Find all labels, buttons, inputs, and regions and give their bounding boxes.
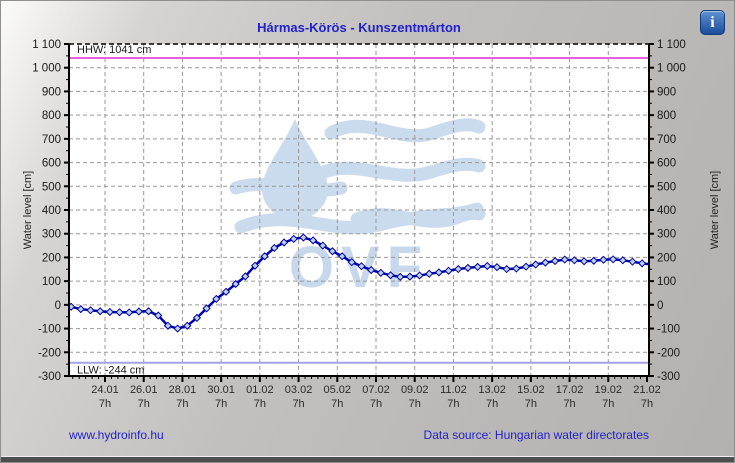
svg-text:300: 300 xyxy=(42,229,61,241)
svg-text:700: 700 xyxy=(42,134,61,146)
y-axis-title-left: Water level [cm] xyxy=(22,171,34,249)
svg-text:1 000: 1 000 xyxy=(32,63,61,75)
svg-text:7h: 7h xyxy=(292,398,304,410)
svg-text:24.01: 24.01 xyxy=(91,384,119,396)
svg-text:01.02: 01.02 xyxy=(246,384,274,396)
svg-text:7h: 7h xyxy=(138,398,150,410)
svg-text:800: 800 xyxy=(657,110,676,122)
svg-text:200: 200 xyxy=(657,252,676,264)
svg-text:1 000: 1 000 xyxy=(657,63,686,75)
info-icon[interactable]: i xyxy=(700,10,725,35)
svg-text:7h: 7h xyxy=(525,398,537,410)
svg-text:-100: -100 xyxy=(657,324,680,336)
llw-label: LLW: -244 cm xyxy=(77,365,144,377)
svg-text:600: 600 xyxy=(657,158,676,170)
svg-text:600: 600 xyxy=(42,158,61,170)
svg-text:7h: 7h xyxy=(254,398,266,410)
svg-text:21.02: 21.02 xyxy=(633,384,661,396)
hydroinfo-link[interactable]: www.hydroinfo.hu xyxy=(69,428,164,442)
svg-text:7h: 7h xyxy=(447,398,459,410)
svg-text:100: 100 xyxy=(657,276,676,288)
water-level-chart: OVF HHW: 1041 cm LLW: -244 cm 1 100 1 100 1 0… xyxy=(22,39,721,410)
svg-text:7h: 7h xyxy=(602,398,614,410)
svg-text:400: 400 xyxy=(657,205,676,217)
svg-text:11.02: 11.02 xyxy=(440,384,467,396)
data-source-text: Data source: Hungarian water directorate… xyxy=(423,428,649,442)
svg-text:-100: -100 xyxy=(38,324,61,336)
y-axis-title-right: Water level [cm] xyxy=(709,171,721,249)
svg-text:7h: 7h xyxy=(370,398,382,410)
svg-text:400: 400 xyxy=(42,205,61,217)
footer: www.hydroinfo.hu Data source: Hungarian … xyxy=(69,428,649,442)
ovf-watermark: OVF xyxy=(229,118,486,300)
y-axis-ticks: 1 100 1 100 1 000 1 000 900 900 800 800 700 700 60… xyxy=(32,39,686,383)
svg-text:7h: 7h xyxy=(486,398,498,410)
svg-text:200: 200 xyxy=(42,252,61,264)
window-bottom-edge xyxy=(1,456,734,462)
svg-text:7h: 7h xyxy=(563,398,575,410)
svg-text:-300: -300 xyxy=(657,371,680,383)
svg-text:15.02: 15.02 xyxy=(517,384,545,396)
svg-text:17.02: 17.02 xyxy=(556,384,584,396)
svg-text:300: 300 xyxy=(657,229,676,241)
page-title: Hármas-Körös - Kunszentmárton xyxy=(257,20,461,35)
svg-text:7h: 7h xyxy=(215,398,227,410)
svg-text:7h: 7h xyxy=(331,398,343,410)
svg-text:1 100: 1 100 xyxy=(32,39,61,51)
svg-text:-300: -300 xyxy=(38,371,61,383)
svg-text:19.02: 19.02 xyxy=(595,384,623,396)
svg-text:100: 100 xyxy=(42,276,61,288)
x-axis-ticks: 24.01 7h 26.01 7h 28.01 7h 30.01 7h 01.02 7h 03.02… xyxy=(72,376,661,410)
svg-text:7h: 7h xyxy=(409,398,421,410)
info-icon-glyph: i xyxy=(710,13,715,31)
svg-text:-200: -200 xyxy=(657,347,680,359)
svg-text:500: 500 xyxy=(42,181,61,193)
svg-text:-200: -200 xyxy=(38,347,61,359)
svg-text:500: 500 xyxy=(657,181,676,193)
svg-text:7h: 7h xyxy=(641,398,653,410)
svg-text:26.01: 26.01 xyxy=(130,384,158,396)
hhw-label: HHW: 1041 cm xyxy=(77,44,151,56)
svg-text:900: 900 xyxy=(657,86,676,98)
gridlines xyxy=(69,44,649,376)
svg-text:05.02: 05.02 xyxy=(324,384,352,396)
svg-text:13.02: 13.02 xyxy=(478,384,506,396)
svg-text:28.01: 28.01 xyxy=(169,384,197,396)
svg-text:0: 0 xyxy=(657,300,663,312)
svg-text:1 100: 1 100 xyxy=(657,39,686,51)
svg-text:09.02: 09.02 xyxy=(401,384,429,396)
svg-text:0: 0 xyxy=(55,300,61,312)
svg-text:30.01: 30.01 xyxy=(207,384,235,396)
svg-text:800: 800 xyxy=(42,110,61,122)
svg-text:700: 700 xyxy=(657,134,676,146)
svg-text:7h: 7h xyxy=(176,398,188,410)
svg-text:OVF: OVF xyxy=(289,235,429,300)
water-level-series xyxy=(69,233,649,333)
svg-text:7h: 7h xyxy=(99,398,111,410)
svg-text:900: 900 xyxy=(42,86,61,98)
svg-text:03.02: 03.02 xyxy=(285,384,313,396)
svg-text:07.02: 07.02 xyxy=(362,384,390,396)
